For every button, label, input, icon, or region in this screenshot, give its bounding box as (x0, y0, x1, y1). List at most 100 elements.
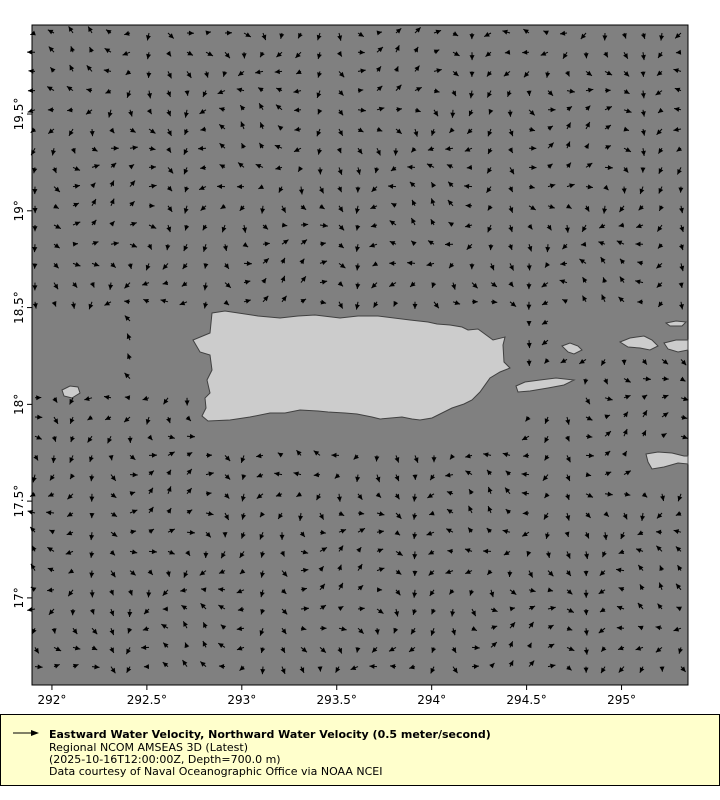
velocity-arrow (186, 30, 194, 36)
land-mona-island (61, 385, 81, 399)
velocity-arrow (376, 548, 384, 554)
velocity-arrow (110, 262, 117, 268)
velocity-arrow (33, 647, 40, 654)
velocity-arrow (585, 472, 592, 478)
velocity-arrow (70, 436, 75, 443)
reference-arrow-icon (13, 730, 39, 736)
velocity-arrow (90, 182, 96, 189)
velocity-arrow (313, 472, 321, 478)
velocity-arrow (544, 416, 550, 424)
velocity-arrow (337, 32, 343, 41)
velocity-arrow (583, 608, 589, 616)
velocity-arrow (357, 584, 364, 591)
velocity-arrow (394, 455, 400, 463)
velocity-arrow (259, 532, 265, 540)
velocity-arrow (641, 359, 648, 365)
velocity-arrow (661, 394, 669, 400)
velocity-arrow (656, 512, 663, 519)
velocity-arrow (91, 241, 99, 246)
velocity-arrow (602, 205, 608, 214)
velocity-arrow (431, 647, 437, 653)
velocity-arrow (505, 470, 512, 476)
velocity-arrow (276, 87, 283, 93)
velocity-arrow (560, 261, 568, 267)
velocity-arrow (395, 550, 403, 556)
velocity-arrow (88, 301, 94, 310)
velocity-arrow (526, 301, 532, 310)
velocity-arrow (69, 473, 75, 480)
velocity-arrow (89, 281, 95, 288)
velocity-arrow (186, 487, 193, 495)
velocity-arrow (487, 204, 493, 211)
velocity-arrow (49, 67, 56, 73)
velocity-arrow (123, 416, 131, 423)
velocity-arrow (623, 71, 630, 77)
velocity-arrow (640, 71, 646, 77)
velocity-arrow (53, 262, 59, 269)
velocity-arrow (293, 471, 302, 477)
velocity-arrow (657, 107, 664, 114)
velocity-arrow (585, 453, 594, 459)
velocity-arrow (87, 26, 93, 34)
velocity-arrow (393, 627, 399, 634)
velocity-arrow (566, 122, 572, 130)
velocity-arrow (27, 509, 36, 515)
velocity-arrow (148, 203, 155, 209)
velocity-arrow (109, 180, 115, 187)
velocity-arrow (618, 296, 625, 303)
velocity-arrow (281, 570, 288, 577)
velocity-arrow (319, 604, 327, 610)
velocity-arrow (451, 282, 457, 290)
velocity-arrow (395, 589, 401, 596)
velocity-arrow (240, 455, 246, 464)
velocity-arrow (202, 244, 208, 252)
velocity-arrow (656, 224, 663, 232)
velocity-arrow (199, 109, 207, 115)
velocity-arrow (243, 32, 252, 38)
velocity-arrow (197, 145, 207, 151)
velocity-arrow (637, 299, 644, 305)
velocity-arrow (46, 510, 55, 516)
velocity-arrow (547, 663, 556, 669)
legend-credit: Data courtesy of Naval Oceanographic Off… (49, 765, 383, 778)
velocity-arrow (508, 205, 514, 213)
velocity-arrow (599, 570, 606, 577)
velocity-arrow (355, 186, 361, 193)
velocity-arrow (445, 241, 454, 247)
velocity-arrow (469, 52, 475, 61)
velocity-arrow (464, 147, 473, 152)
velocity-arrow (618, 587, 625, 592)
velocity-arrow (89, 128, 95, 137)
velocity-arrow (167, 528, 176, 534)
velocity-arrow (431, 608, 436, 615)
velocity-arrow (336, 147, 342, 154)
velocity-arrow (393, 66, 399, 72)
velocity-arrow (528, 145, 537, 151)
velocity-arrow (27, 49, 36, 55)
velocity-arrow (126, 90, 132, 98)
velocity-arrow (316, 90, 322, 99)
velocity-arrow (183, 109, 189, 118)
velocity-arrow (508, 244, 513, 251)
velocity-arrow (528, 205, 537, 211)
velocity-arrow (34, 664, 43, 670)
velocity-arrow (657, 603, 663, 610)
velocity-map: 292° 292.5° 293° 293.5° 294° 294.5° 295° 19.5° 1… (12, 24, 689, 707)
velocity-arrow (129, 454, 136, 461)
velocity-arrow (357, 68, 366, 74)
velocity-arrow (566, 589, 573, 595)
velocity-arrow (374, 167, 380, 174)
velocity-arrow (166, 224, 172, 233)
velocity-arrow (452, 300, 461, 305)
velocity-arrow (604, 88, 611, 94)
velocity-arrow (334, 473, 341, 479)
velocity-arrow (148, 452, 157, 458)
velocity-arrow (217, 184, 226, 190)
velocity-arrow (260, 205, 266, 214)
velocity-arrow (147, 434, 153, 441)
velocity-arrow (471, 645, 480, 651)
velocity-arrow (618, 666, 625, 673)
velocity-arrow (319, 204, 325, 210)
velocity-arrow (109, 198, 115, 206)
velocity-arrow (184, 224, 190, 231)
